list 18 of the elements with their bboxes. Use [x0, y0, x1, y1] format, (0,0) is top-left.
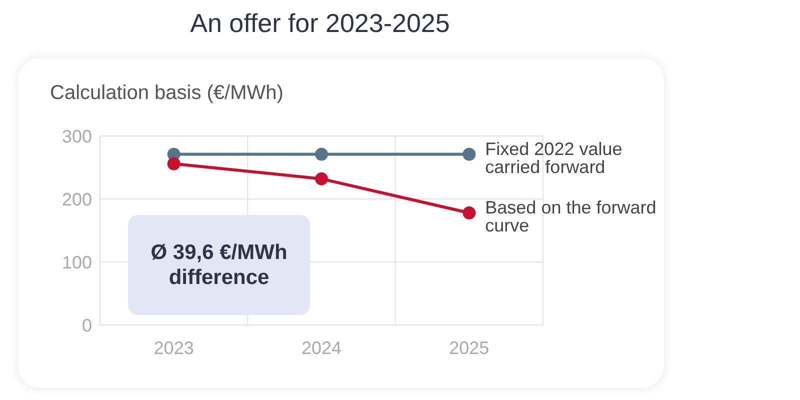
point [462, 148, 476, 161]
y-axis-title: Calculation basis (€/MWh) [50, 82, 284, 105]
series-label: Fixed 2022 value carried forward [485, 139, 622, 178]
point [315, 172, 328, 186]
y-tick-label: 200 [62, 189, 92, 210]
series-label: Based on the forward curve [485, 198, 656, 236]
y-tick-label: 300 [62, 126, 92, 146]
y-tick-label: 0 [82, 315, 92, 336]
note-box: Ø 39,6 €/MWh difference [128, 215, 310, 315]
y-tick-label: 100 [62, 252, 92, 272]
point [462, 206, 476, 220]
x-tick-label: 2024 [301, 338, 342, 358]
point [167, 157, 180, 170]
point [315, 148, 328, 161]
x-tick-label: 2023 [154, 338, 194, 358]
annotation: Ø 39,6 €/MWh difference [150, 240, 288, 290]
x-tick-label: 2025 [449, 338, 490, 358]
chart-title: An offer for 2023-2025 [189, 8, 451, 39]
